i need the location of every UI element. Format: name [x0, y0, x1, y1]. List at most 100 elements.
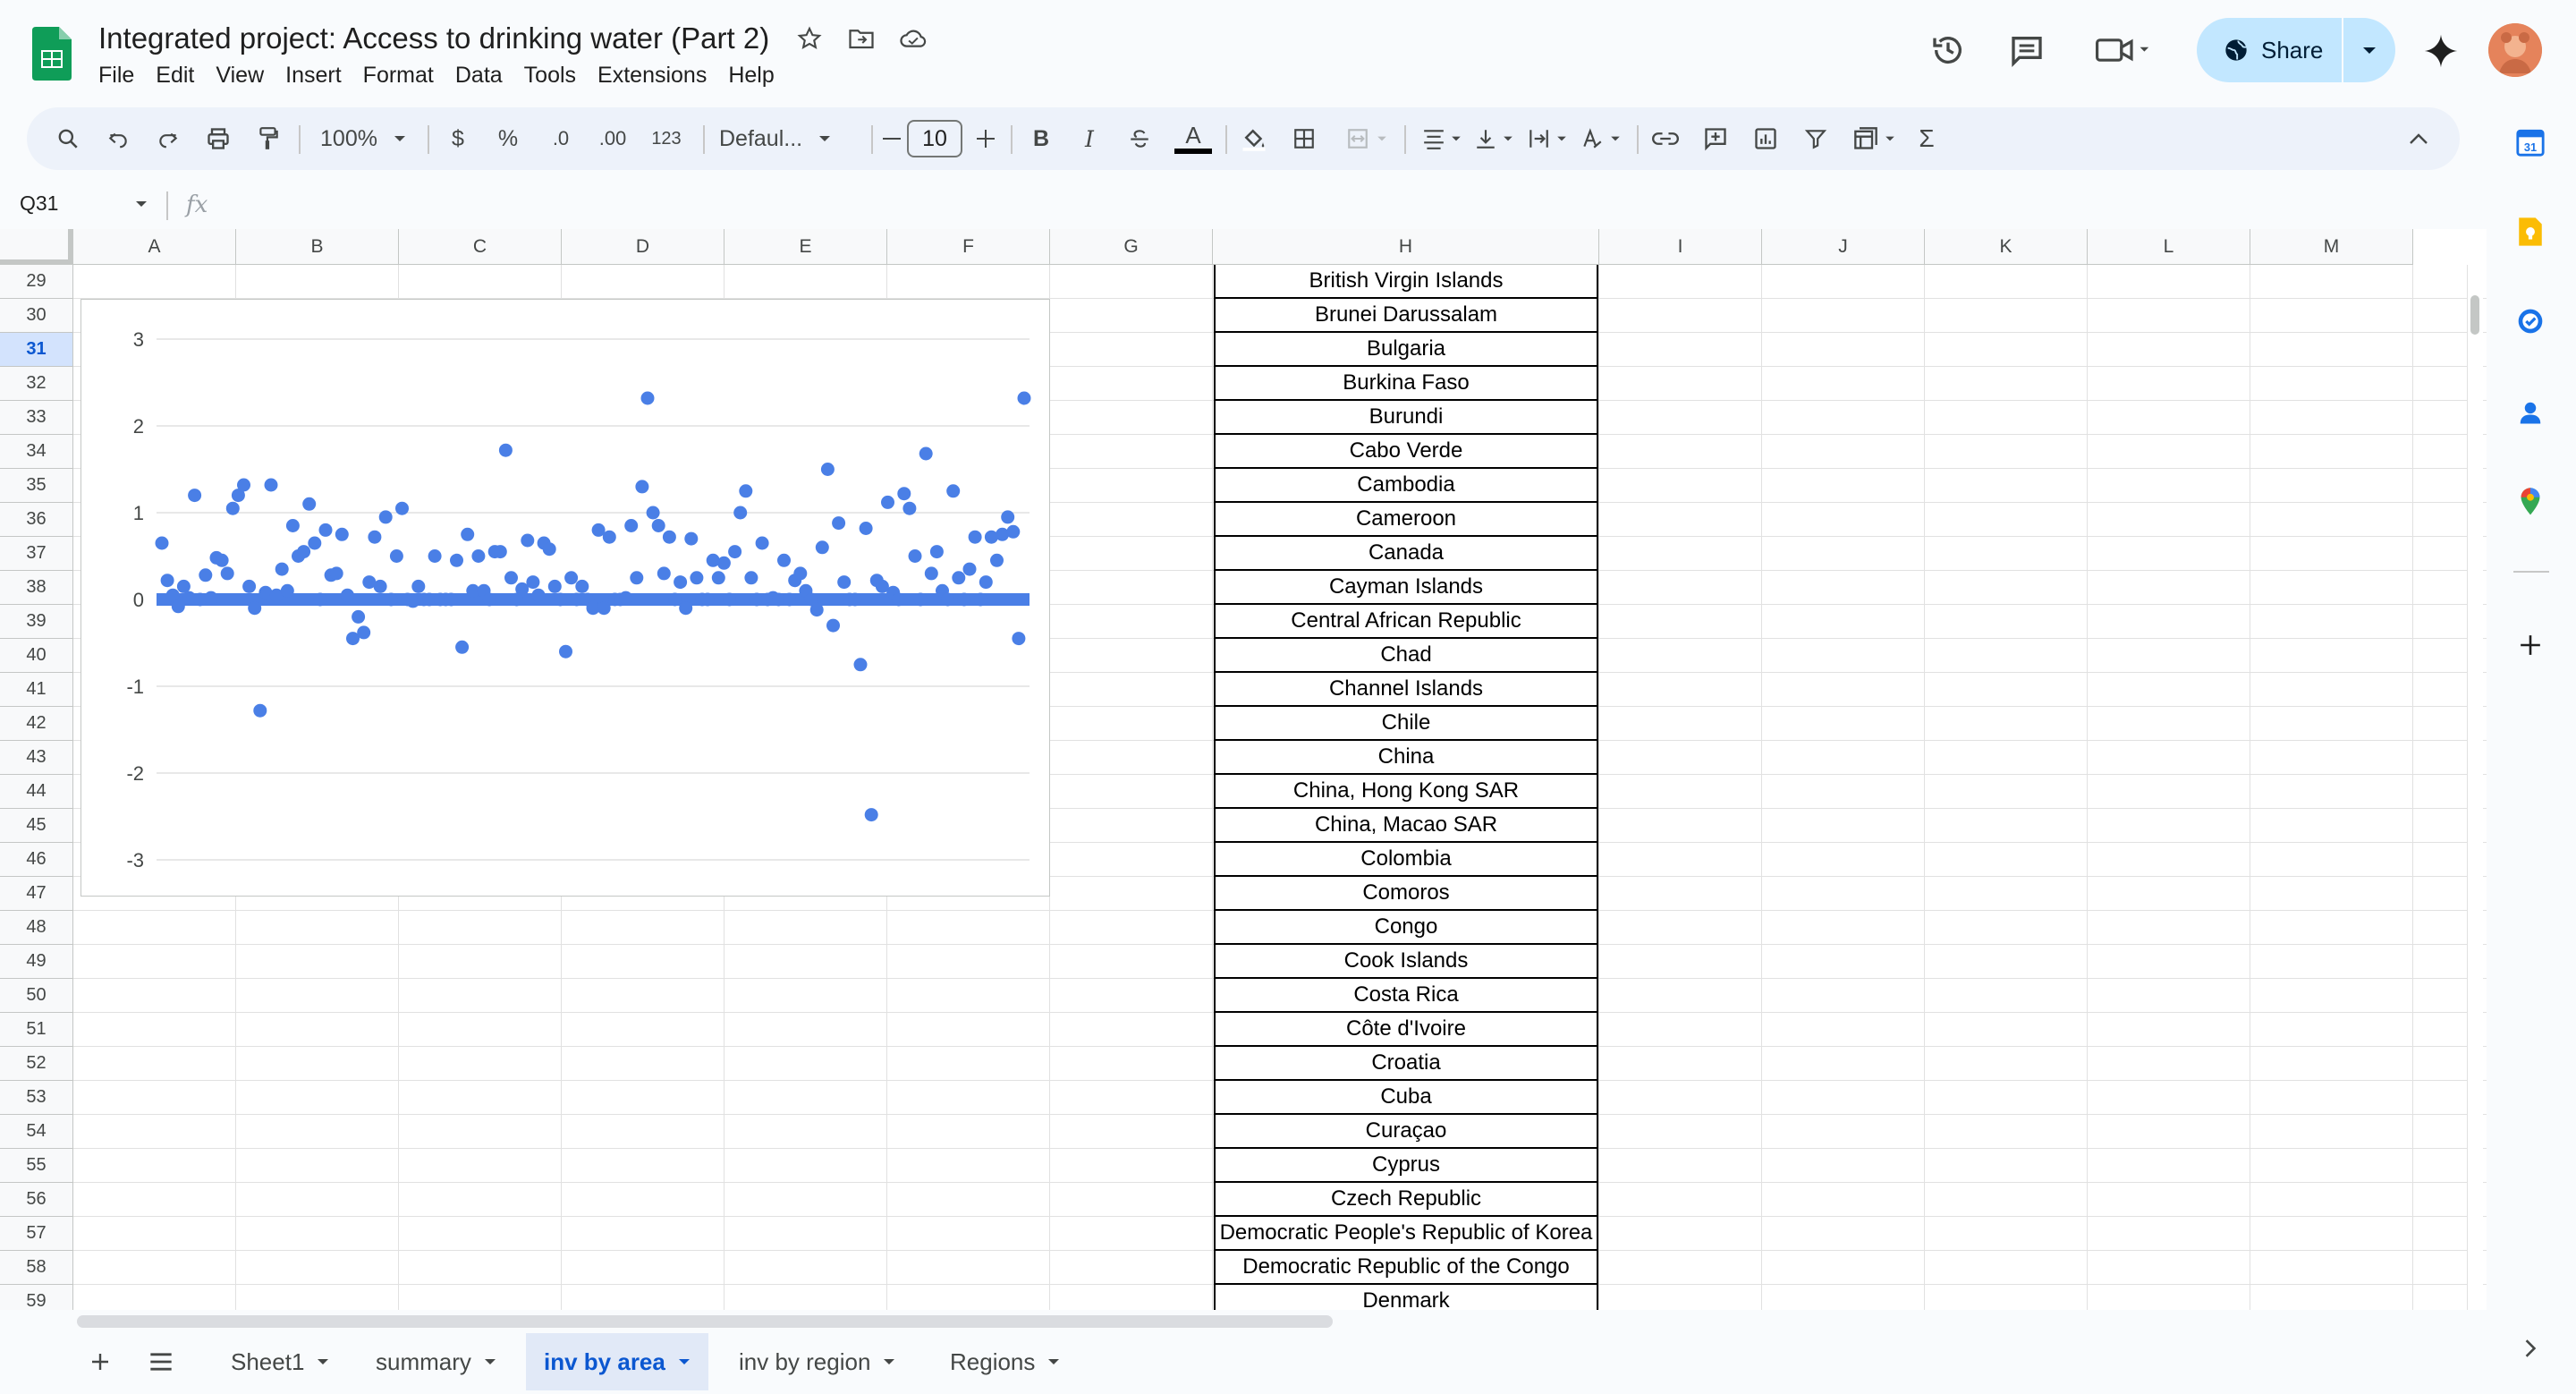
row-header-43[interactable]: 43: [0, 741, 73, 775]
text-wrapping-icon[interactable]: [1521, 120, 1572, 157]
menu-data[interactable]: Data: [454, 63, 503, 88]
menu-help[interactable]: Help: [728, 63, 775, 88]
redo-icon[interactable]: [152, 120, 184, 157]
row-header-37[interactable]: 37: [0, 537, 73, 571]
insert-chart-icon[interactable]: [1748, 120, 1784, 157]
add-sheet-plus-icon[interactable]: [82, 1344, 118, 1380]
row-header-32[interactable]: 32: [0, 367, 73, 401]
country-cell[interactable]: Congo: [1214, 911, 1598, 945]
column-header-m[interactable]: M: [2250, 229, 2413, 265]
chevron-down-icon[interactable]: [484, 1357, 496, 1366]
sheet-tab-regions[interactable]: Regions: [932, 1333, 1078, 1390]
user-avatar[interactable]: [2488, 23, 2542, 77]
vertical-scrollbar[interactable]: [2467, 265, 2483, 1310]
row-header-42[interactable]: 42: [0, 707, 73, 741]
menu-extensions[interactable]: Extensions: [597, 63, 708, 88]
font-family-select[interactable]: Defaul...: [712, 120, 864, 157]
undo-icon[interactable]: [102, 120, 134, 157]
menu-file[interactable]: File: [98, 63, 135, 88]
country-cell[interactable]: Cuba: [1214, 1081, 1598, 1115]
share-options-chevron-down-icon[interactable]: [2343, 18, 2395, 82]
sheet-tab-inv-by-region[interactable]: inv by region: [721, 1333, 913, 1390]
format-percent-button[interactable]: %: [497, 125, 519, 151]
calendar-icon[interactable]: 31: [2510, 122, 2551, 163]
share-button[interactable]: Share: [2197, 18, 2395, 82]
country-cell[interactable]: Cameroon: [1214, 503, 1598, 537]
column-header-i[interactable]: I: [1599, 229, 1762, 265]
chevron-down-icon[interactable]: [883, 1357, 895, 1366]
version-history-icon[interactable]: [1927, 29, 1970, 72]
get-addons-plus-icon[interactable]: [2510, 625, 2551, 666]
search-menus-icon[interactable]: [52, 120, 84, 157]
format-currency-button[interactable]: $: [452, 125, 464, 151]
filter-icon[interactable]: [1798, 120, 1834, 157]
column-header-e[interactable]: E: [724, 229, 887, 265]
text-rotation-icon[interactable]: [1574, 120, 1626, 157]
country-cell[interactable]: Bulgaria: [1214, 333, 1598, 367]
country-cell[interactable]: Democratic People's Republic of Korea: [1214, 1217, 1598, 1251]
contacts-icon[interactable]: [2510, 392, 2551, 433]
row-header-44[interactable]: 44: [0, 775, 73, 809]
country-cell[interactable]: Channel Islands: [1214, 673, 1598, 707]
row-header-52[interactable]: 52: [0, 1047, 73, 1081]
row-header-46[interactable]: 46: [0, 843, 73, 877]
sheet-tab-summary[interactable]: summary: [358, 1333, 514, 1390]
country-cell[interactable]: China: [1214, 741, 1598, 775]
column-header-f[interactable]: F: [887, 229, 1050, 265]
row-header-48[interactable]: 48: [0, 911, 73, 945]
row-header-57[interactable]: 57: [0, 1217, 73, 1251]
row-header-54[interactable]: 54: [0, 1115, 73, 1149]
functions-button[interactable]: Σ: [1919, 124, 1935, 152]
horizontal-scrollbar-thumb[interactable]: [77, 1315, 1333, 1328]
column-header-j[interactable]: J: [1762, 229, 1925, 265]
chevron-down-icon[interactable]: [317, 1357, 329, 1366]
row-header-59[interactable]: 59: [0, 1285, 73, 1310]
font-size-input[interactable]: 10: [907, 120, 962, 157]
sheet-tab-sheet1[interactable]: Sheet1: [213, 1333, 347, 1390]
country-cell[interactable]: Canada: [1214, 537, 1598, 571]
strikethrough-icon[interactable]: [1123, 120, 1156, 157]
country-cell[interactable]: Colombia: [1214, 843, 1598, 877]
menu-insert[interactable]: Insert: [285, 63, 342, 88]
insert-comment-icon[interactable]: [1698, 120, 1733, 157]
country-cell[interactable]: British Virgin Islands: [1214, 265, 1598, 299]
country-cell[interactable]: Brunei Darussalam: [1214, 299, 1598, 333]
country-cell[interactable]: Croatia: [1214, 1047, 1598, 1081]
column-header-a[interactable]: A: [73, 229, 236, 265]
horizontal-align-icon[interactable]: [1417, 120, 1467, 157]
borders-icon[interactable]: [1288, 120, 1320, 157]
country-cell[interactable]: China, Macao SAR: [1214, 809, 1598, 843]
sheets-logo-icon[interactable]: [32, 27, 72, 81]
column-header-h[interactable]: H: [1213, 229, 1599, 265]
country-cell[interactable]: Curaçao: [1214, 1115, 1598, 1149]
cells-area[interactable]: British Virgin Islands Brunei Darussalam B…: [73, 265, 2487, 1310]
name-box-chevron-down-icon[interactable]: [134, 197, 148, 213]
row-header-50[interactable]: 50: [0, 979, 73, 1013]
row-header-34[interactable]: 34: [0, 435, 73, 469]
row-header-31[interactable]: 31: [0, 333, 73, 367]
vertical-scrollbar-thumb[interactable]: [2470, 295, 2479, 335]
row-header-41[interactable]: 41: [0, 673, 73, 707]
country-cell[interactable]: Democratic Republic of the Congo: [1214, 1251, 1598, 1285]
tasks-icon[interactable]: [2510, 301, 2551, 342]
row-header-45[interactable]: 45: [0, 809, 73, 843]
select-all-corner[interactable]: [0, 229, 73, 265]
italic-button[interactable]: I: [1085, 125, 1094, 152]
row-header-56[interactable]: 56: [0, 1183, 73, 1217]
vertical-align-icon[interactable]: [1469, 120, 1519, 157]
chevron-down-icon[interactable]: [1047, 1357, 1060, 1366]
name-box[interactable]: Q31: [20, 191, 59, 215]
text-color-button[interactable]: A: [1174, 120, 1213, 157]
filter-views-icon[interactable]: [1846, 120, 1902, 157]
all-sheets-menu-icon[interactable]: [143, 1344, 179, 1380]
country-cell[interactable]: China, Hong Kong SAR: [1214, 775, 1598, 809]
country-cell[interactable]: Denmark: [1214, 1285, 1598, 1310]
column-header-k[interactable]: K: [1925, 229, 2088, 265]
sheet-tab-inv-by-area[interactable]: inv by area: [526, 1333, 708, 1390]
menu-view[interactable]: View: [216, 63, 265, 88]
country-cell[interactable]: Czech Republic: [1214, 1183, 1598, 1217]
star-icon[interactable]: [794, 23, 825, 54]
row-header-38[interactable]: 38: [0, 571, 73, 605]
increase-decimal-button[interactable]: .00: [590, 120, 635, 157]
